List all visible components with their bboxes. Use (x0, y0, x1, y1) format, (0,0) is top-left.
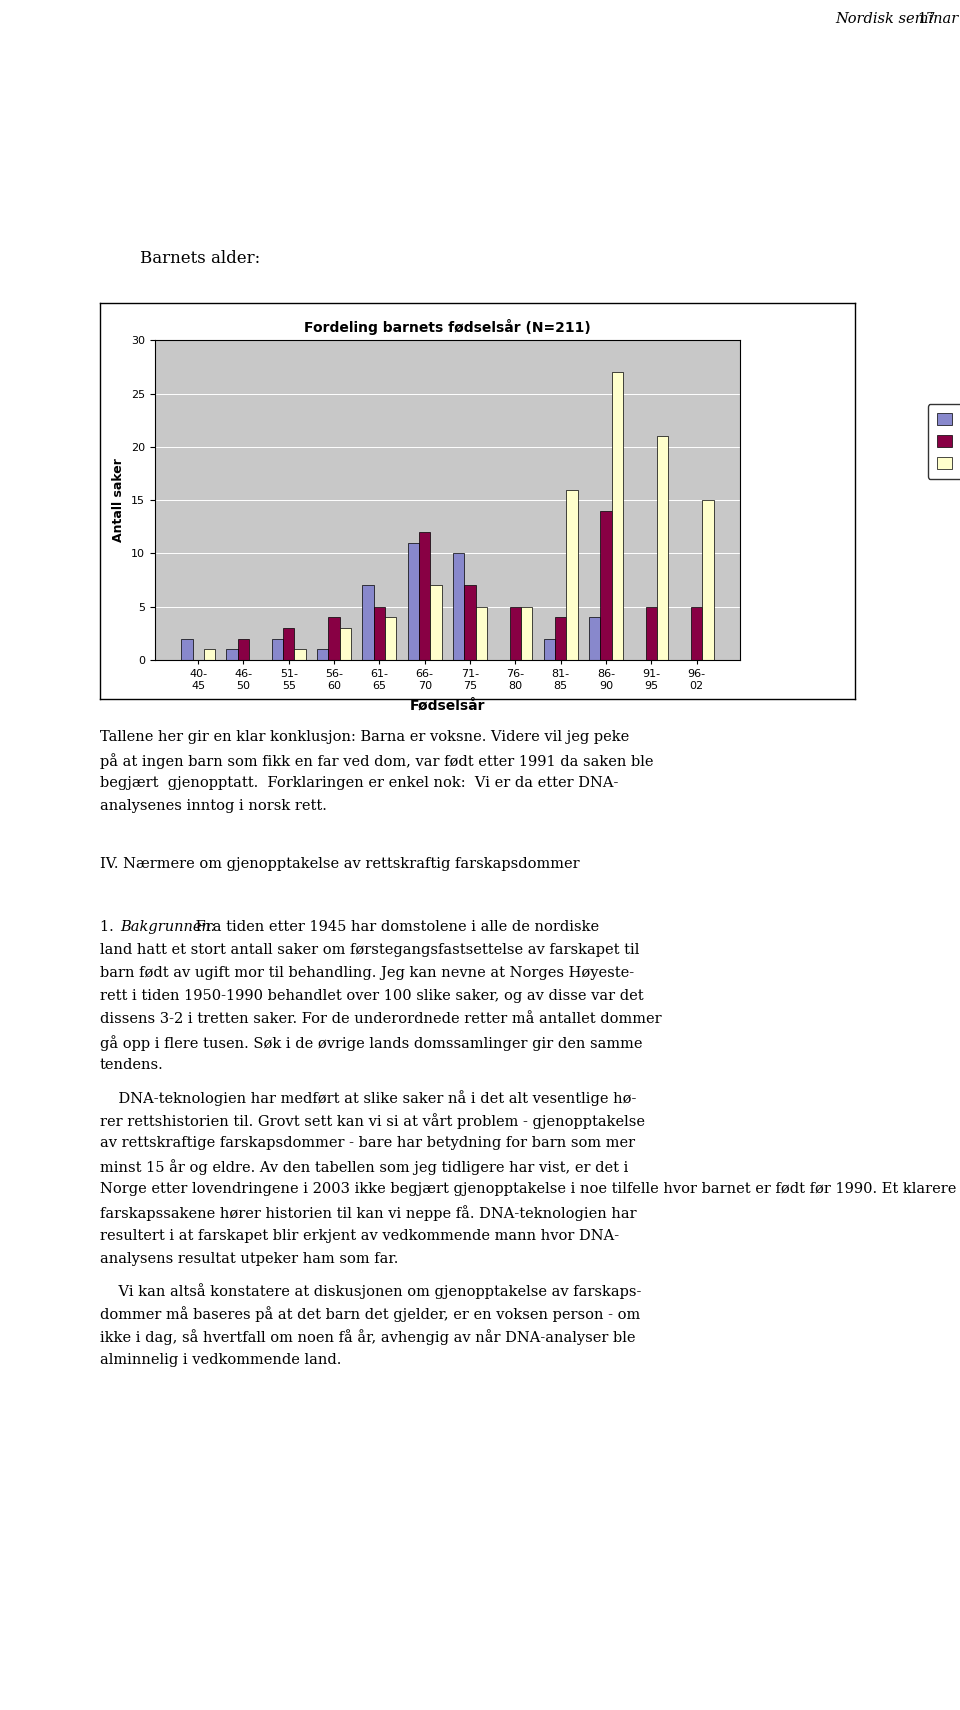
Bar (272, 640, 283, 660)
Text: Nordisk seminar om barnerett: Nordisk seminar om barnerett (835, 12, 960, 26)
Bar (181, 640, 193, 660)
Bar (227, 650, 238, 660)
Bar (204, 650, 215, 660)
Text: rett i tiden 1950-1990 behandlet over 100 slike saker, og av disse var det: rett i tiden 1950-1990 behandlet over 10… (100, 988, 643, 1004)
Text: dommer må baseres på at det barn det gjelder, er en voksen person - om: dommer må baseres på at det barn det gje… (100, 1306, 640, 1322)
Bar (691, 607, 702, 660)
Text: analysenes inntog i norsk rett.: analysenes inntog i norsk rett. (100, 799, 326, 814)
Text: Bakgrunnen:: Bakgrunnen: (120, 920, 216, 934)
Text: gå opp i flere tusen. Søk i de øvrige lands domssamlinger gir den samme: gå opp i flere tusen. Søk i de øvrige la… (100, 1036, 642, 1052)
Text: Barnets alder:: Barnets alder: (140, 250, 260, 267)
Text: Vi kan altså konstatere at diskusjonen om gjenopptakelse av farskaps-: Vi kan altså konstatere at diskusjonen o… (100, 1284, 641, 1300)
Bar (543, 640, 555, 660)
Bar (453, 554, 465, 660)
Bar (475, 607, 487, 660)
Bar (702, 501, 713, 660)
Bar (657, 436, 668, 660)
Y-axis label: Antall saker: Antall saker (112, 458, 125, 542)
Bar (465, 585, 475, 660)
Text: land hatt et stort antall saker om førstegangsfastsettelse av farskapet til: land hatt et stort antall saker om først… (100, 944, 639, 958)
Text: ikke i dag, så hvertfall om noen få år, avhengig av når DNA-analyser ble: ikke i dag, så hvertfall om noen få år, … (100, 1330, 636, 1346)
Bar (600, 511, 612, 660)
Text: 1.: 1. (100, 920, 118, 934)
Bar (363, 585, 373, 660)
Text: av rettskraftige farskapsdommer - bare har betydning for barn som mer: av rettskraftige farskapsdommer - bare h… (100, 1137, 635, 1151)
Title: Fordeling barnets fødselsår (N=211): Fordeling barnets fødselsår (N=211) (304, 320, 590, 335)
Text: 17: 17 (918, 12, 936, 26)
Text: DNA-teknologien har medført at slike saker nå i det alt vesentlige hø-: DNA-teknologien har medført at slike sak… (100, 1091, 636, 1106)
Text: alminnelig i vedkommende land.: alminnelig i vedkommende land. (100, 1353, 341, 1366)
Bar (238, 640, 250, 660)
Text: tendens.: tendens. (100, 1058, 163, 1072)
Bar (521, 607, 532, 660)
Text: rer rettshistorien til. Grovt sett kan vi si at vårt problem - gjenopptakelse: rer rettshistorien til. Grovt sett kan v… (100, 1113, 645, 1129)
Text: Tallene her gir en klar konklusjon: Barna er voksne. Videre vil jeg peke: Tallene her gir en klar konklusjon: Barn… (100, 730, 629, 744)
Bar (385, 617, 396, 660)
Bar (420, 532, 430, 660)
X-axis label: Fødselsår: Fødselsår (410, 699, 485, 713)
Text: analysens resultat utpeker ham som far.: analysens resultat utpeker ham som far. (100, 1252, 398, 1265)
Bar (283, 628, 295, 660)
Text: dissens 3-2 i tretten saker. For de underordnede retter må antallet dommer: dissens 3-2 i tretten saker. For de unde… (100, 1012, 661, 1026)
Legend: Dom, Pater est, Erkjennelse: Dom, Pater est, Erkjennelse (928, 404, 960, 479)
Bar (588, 617, 600, 660)
Text: farskapssakene hører historien til kan vi neppe få. DNA-teknologien har: farskapssakene hører historien til kan v… (100, 1206, 636, 1221)
Bar (566, 489, 578, 660)
Bar (645, 607, 657, 660)
Text: IV. Nærmere om gjenopptakelse av rettskraftig farskapsdommer: IV. Nærmere om gjenopptakelse av rettskr… (100, 857, 580, 870)
Bar (328, 617, 340, 660)
Bar (373, 607, 385, 660)
Bar (510, 607, 521, 660)
Text: Norge etter lovendringene i 2003 ikke begjært gjenopptakelse i noe tilfelle hvor: Norge etter lovendringene i 2003 ikke be… (100, 1183, 960, 1197)
Text: minst 15 år og eldre. Av den tabellen som jeg tidligere har vist, er det i: minst 15 år og eldre. Av den tabellen so… (100, 1159, 628, 1175)
Bar (430, 585, 442, 660)
Text: barn født av ugift mor til behandling. Jeg kan nevne at Norges Høyeste-: barn født av ugift mor til behandling. J… (100, 966, 634, 980)
Text: resultert i at farskapet blir erkjent av vedkommende mann hvor DNA-: resultert i at farskapet blir erkjent av… (100, 1229, 619, 1243)
Bar (408, 542, 420, 660)
Bar (295, 650, 306, 660)
Bar (317, 650, 328, 660)
Bar (340, 628, 351, 660)
Text: begjært  gjenopptatt.  Forklaringen er enkel nok:  Vi er da etter DNA-: begjært gjenopptatt. Forklaringen er enk… (100, 776, 618, 790)
Text: Fra tiden etter 1945 har domstolene i alle de nordiske: Fra tiden etter 1945 har domstolene i al… (191, 920, 599, 934)
Bar (612, 373, 623, 660)
Bar (555, 617, 566, 660)
Text: på at ingen barn som fikk en far ved dom, var født etter 1991 da saken ble: på at ingen barn som fikk en far ved dom… (100, 752, 654, 770)
